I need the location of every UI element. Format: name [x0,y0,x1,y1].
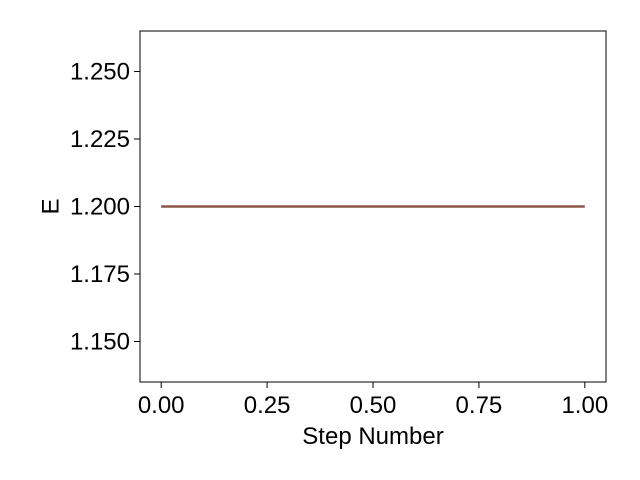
x-axis-ticks: 0.00 0.25 0.50 0.75 1.00 [138,382,608,419]
y-tick-label: 1.175 [70,261,130,288]
x-axis-label: Step Number [302,423,443,450]
x-tick-label: 0.00 [138,392,185,419]
x-tick-label: 0.75 [456,392,503,419]
y-axis-label: E [37,198,64,214]
y-tick-label: 1.200 [70,194,130,221]
y-axis-ticks: 1.150 1.175 1.200 1.225 1.250 [70,59,140,356]
x-tick-label: 1.00 [561,392,608,419]
y-tick-label: 1.225 [70,126,130,153]
x-tick-label: 0.50 [350,392,397,419]
plot-area [139,30,607,383]
y-tick-label: 1.150 [70,329,130,356]
y-tick-label: 1.250 [70,59,130,86]
x-tick-label: 0.25 [244,392,291,419]
